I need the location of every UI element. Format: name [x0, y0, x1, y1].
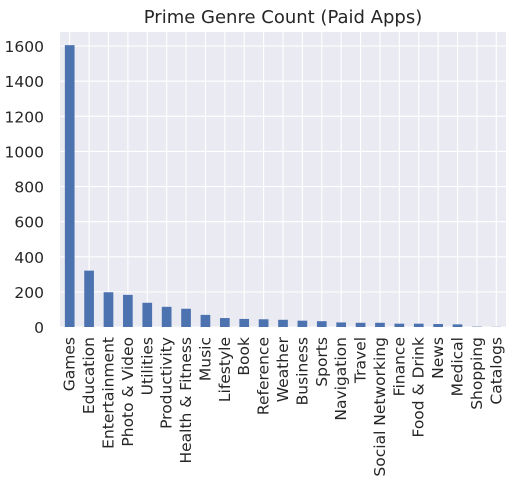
bar [84, 270, 94, 327]
bar [64, 45, 75, 327]
x-tick-label: Utilities [138, 337, 156, 395]
bar [413, 323, 424, 327]
bar [297, 320, 308, 327]
x-tick-label: Lifestyle [216, 337, 234, 402]
bar [394, 323, 405, 327]
chart-title: Prime Genre Count (Paid Apps) [144, 7, 423, 28]
bar [316, 321, 327, 327]
bar [219, 318, 230, 327]
y-tick-label: 400 [14, 249, 44, 267]
bar [123, 294, 133, 327]
bar [355, 322, 366, 327]
x-tick-label: Productivity [158, 337, 176, 429]
y-tick-label: 800 [14, 179, 44, 197]
x-tick-label: Music [196, 337, 214, 381]
x-tick-label: Medical [449, 337, 467, 396]
x-tick-label: Food & Drink [410, 337, 428, 438]
y-tick-label: 1600 [5, 38, 44, 56]
x-tick-label: Weather [274, 336, 292, 402]
bar [103, 292, 114, 327]
x-tick-label: Shopping [468, 337, 486, 410]
y-tick-label: 200 [14, 284, 44, 302]
y-tick-label: 1400 [5, 73, 44, 91]
y-axis-tick-labels: 0 200 400 600 800 1000 1200 1400 1600 [5, 38, 44, 337]
y-tick-label: 1000 [5, 143, 44, 161]
x-tick-label: Entertainment [99, 337, 117, 449]
x-tick-label: Sports [313, 337, 331, 387]
x-tick-label: Catalogs [487, 337, 505, 405]
x-tick-label: News [429, 337, 447, 379]
y-tick-label: 0 [34, 319, 44, 337]
x-tick-label: Navigation [332, 337, 350, 421]
x-tick-label: Health & Fitness [177, 337, 195, 464]
bar [142, 302, 153, 327]
x-tick-label: Reference [255, 337, 273, 415]
x-tick-label: Travel [352, 337, 370, 384]
bar [239, 318, 250, 327]
x-tick-label: Social Networking [371, 337, 389, 477]
y-tick-label: 600 [14, 214, 44, 232]
x-axis-tick-labels: Games Education Entertainment Photo & Video… [61, 336, 506, 476]
bar [181, 308, 191, 327]
x-tick-label: Business [293, 337, 311, 405]
x-tick-label: Photo & Video [119, 337, 137, 447]
bar [452, 324, 463, 327]
bar [433, 324, 443, 327]
bar [336, 322, 347, 327]
x-tick-label: Education [80, 337, 98, 414]
bar [375, 322, 385, 327]
y-tick-label: 1200 [5, 108, 44, 126]
bar [161, 306, 172, 327]
x-tick-label: Finance [390, 337, 408, 396]
x-tick-label: Book [235, 337, 253, 376]
bar [258, 319, 269, 327]
bar [278, 319, 288, 327]
bar [200, 314, 211, 327]
x-tick-label: Games [61, 337, 79, 391]
bars [64, 45, 502, 327]
